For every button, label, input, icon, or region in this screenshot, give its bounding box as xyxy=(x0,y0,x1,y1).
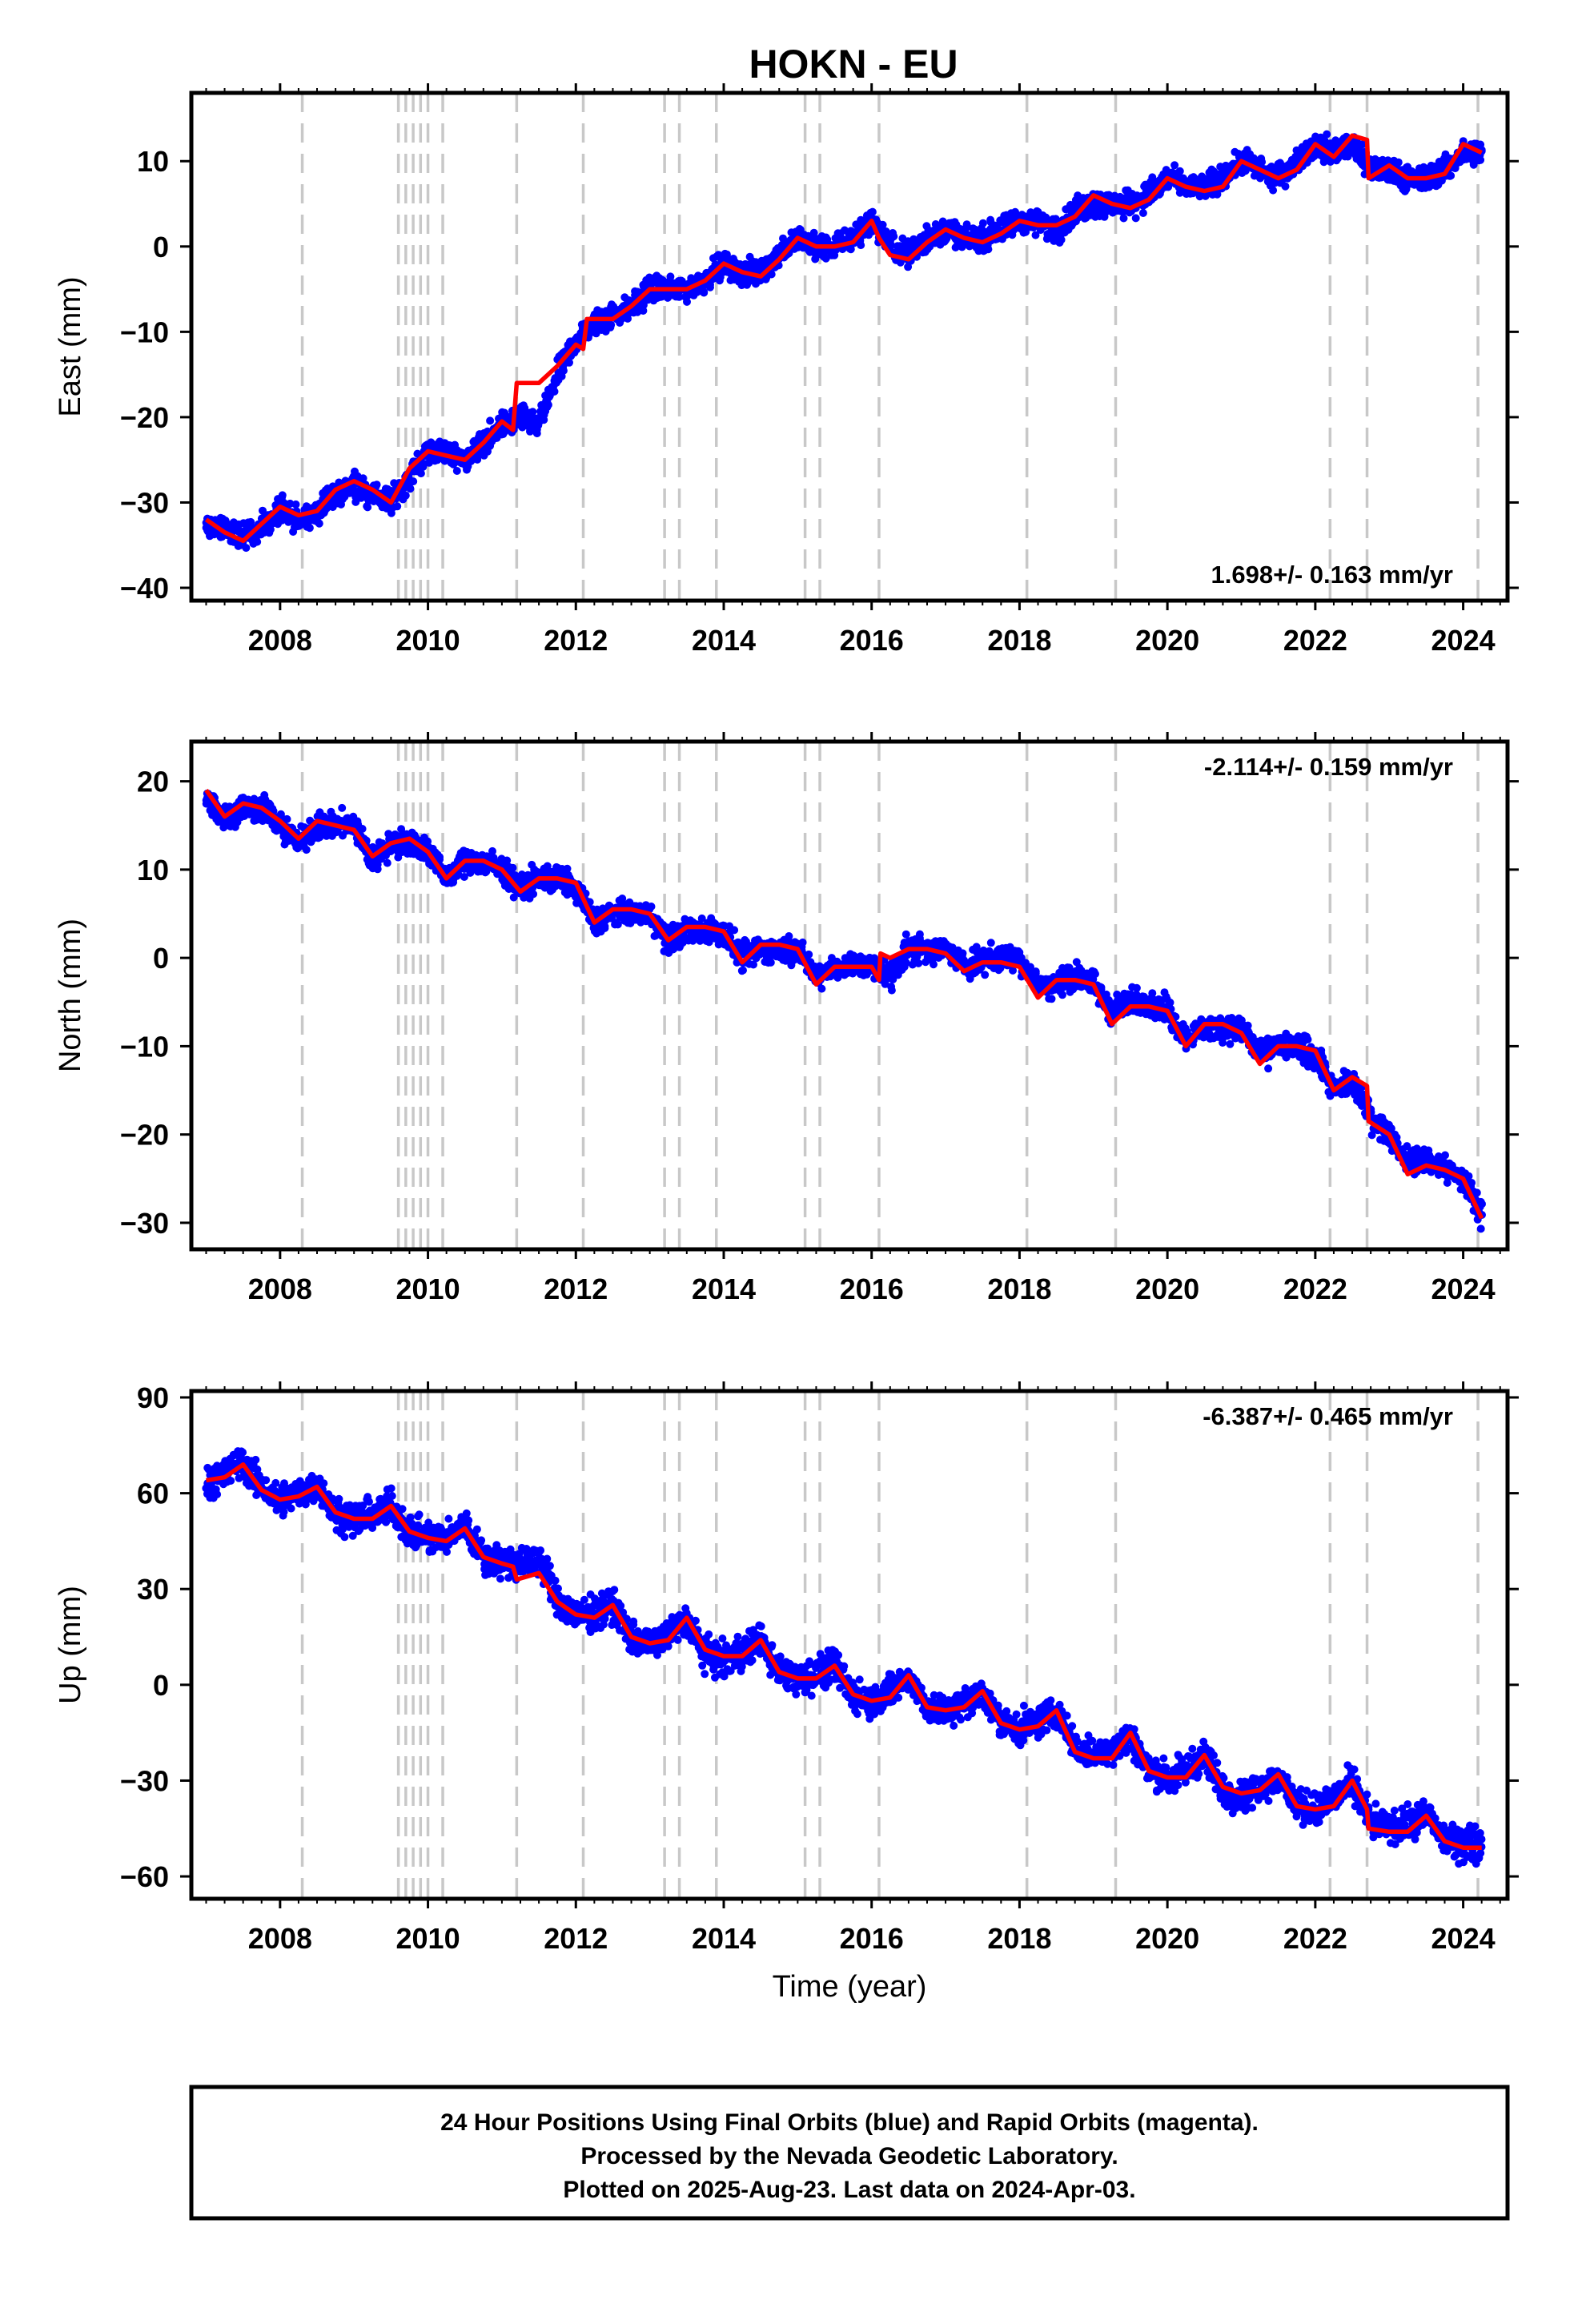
east-x-tick-label: 2010 xyxy=(396,624,460,657)
east-y-axis-label: East (mm) xyxy=(54,276,87,416)
up-x-tick-label: 2014 xyxy=(692,1922,756,1955)
north-x-tick-label: 2014 xyxy=(692,1273,756,1305)
east-daily-positions xyxy=(202,130,1486,553)
up-x-tick-label: 2020 xyxy=(1135,1922,1199,1955)
north-x-tick-label: 2008 xyxy=(248,1273,312,1305)
up-x-tick-label: 2008 xyxy=(248,1922,312,1955)
north-x-tick-label: 2012 xyxy=(544,1273,608,1305)
east-panel: 2008 2010 2012 2014 2016 2018 2020 2022 2024 −40 −… xyxy=(54,83,1519,657)
up-daily-positions xyxy=(202,1447,1486,1868)
north-x-tick-label: 2018 xyxy=(987,1273,1051,1305)
north-y-tick-label: −20 xyxy=(120,1119,169,1152)
footer-line-1: 24 Hour Positions Using Final Orbits (bl… xyxy=(440,2109,1259,2136)
north-y-tick-label: 20 xyxy=(137,766,169,798)
up-x-tick-label: 2012 xyxy=(544,1922,608,1955)
east-x-tick-label: 2020 xyxy=(1135,624,1199,657)
up-x-axis-label: Time (year) xyxy=(773,1970,927,2004)
east-x-tick-label: 2018 xyxy=(987,624,1051,657)
east-y-tick-label: 10 xyxy=(137,145,169,178)
up-model-line xyxy=(206,1462,1482,1850)
east-x-tick-label: 2024 xyxy=(1431,624,1496,657)
north-y-tick-label: 0 xyxy=(153,942,169,975)
footer-frame xyxy=(189,2085,1510,2221)
footer-box: 24 Hour Positions Using Final Orbits (bl… xyxy=(189,2085,1510,2221)
north-y-tick-label: −30 xyxy=(120,1207,169,1240)
up-rate-label: -6.387+/- 0.465 mm/yr xyxy=(1203,1402,1453,1430)
up-y-axis-label: Up (mm) xyxy=(54,1586,87,1704)
north-x-tick-label: 2016 xyxy=(840,1273,904,1305)
north-y-axis-label: North (mm) xyxy=(54,919,87,1072)
up-y-tick-label: 0 xyxy=(153,1669,169,1702)
up-axes-frame xyxy=(189,1389,1510,1901)
east-y-tick-label: 0 xyxy=(153,231,169,263)
up-x-tick-label: 2018 xyxy=(987,1922,1051,1955)
north-x-tick-label: 2010 xyxy=(396,1273,460,1305)
up-y-tick-label: −30 xyxy=(120,1764,169,1797)
north-rate-label: -2.114+/- 0.159 mm/yr xyxy=(1204,753,1453,781)
east-plot-area xyxy=(202,93,1486,601)
east-y-tick-label: −40 xyxy=(120,572,169,605)
north-plot-area xyxy=(202,742,1487,1249)
up-x-tick-label: 2022 xyxy=(1283,1922,1347,1955)
east-x-tick-label: 2008 xyxy=(248,624,312,657)
north-position-dots xyxy=(202,789,1487,1233)
footer-line-2: Processed by the Nevada Geodetic Laborat… xyxy=(580,2143,1118,2169)
up-x-tick-label: 2016 xyxy=(840,1922,904,1955)
up-x-tick-label: 2010 xyxy=(396,1922,460,1955)
east-x-tick-label: 2022 xyxy=(1283,624,1347,657)
north-panel: 2008 2010 2012 2014 2016 2018 2020 2022 2024−30−… xyxy=(54,732,1519,1305)
east-x-tick-label: 2014 xyxy=(692,624,756,657)
east-y-tick-label: −30 xyxy=(120,486,169,519)
east-y-tick-label: −20 xyxy=(120,401,169,434)
north-y-tick-label: 10 xyxy=(137,854,169,887)
up-x-tick-label: 2024 xyxy=(1431,1922,1496,1955)
up-y-tick-label: 60 xyxy=(137,1478,169,1510)
north-x-tick-label: 2022 xyxy=(1283,1273,1347,1305)
east-y-tick-label: −10 xyxy=(120,316,169,348)
north-y-tick-label: −10 xyxy=(120,1030,169,1063)
up-plot-area xyxy=(202,1391,1486,1899)
up-position-dots xyxy=(202,1447,1486,1868)
east-position-dots xyxy=(202,130,1486,553)
up-y-tick-label: 90 xyxy=(137,1381,169,1414)
figure-title: HOKN - EU xyxy=(749,42,958,86)
east-x-tick-label: 2016 xyxy=(840,624,904,657)
footer-line-3: Plotted on 2025-Aug-23. Last data on 202… xyxy=(563,2177,1135,2203)
north-model-line xyxy=(204,789,1484,1220)
north-axes-frame xyxy=(189,739,1510,1252)
east-axes-frame xyxy=(189,90,1510,603)
east-rate-label: 1.698+/- 0.163 mm/yr xyxy=(1211,561,1453,589)
north-x-tick-label: 2020 xyxy=(1135,1273,1199,1305)
up-y-tick-label: 30 xyxy=(137,1573,169,1606)
north-x-tick-label: 2024 xyxy=(1431,1273,1496,1305)
up-y-tick-label: −60 xyxy=(120,1860,169,1893)
north-daily-positions xyxy=(202,789,1487,1233)
east-x-tick-label: 2012 xyxy=(544,624,608,657)
up-panel: 2008 2010 2012 2014 2016 2018 2020 2022 2024 −60 −… xyxy=(54,1381,1519,2004)
east-model-line xyxy=(204,133,1483,544)
